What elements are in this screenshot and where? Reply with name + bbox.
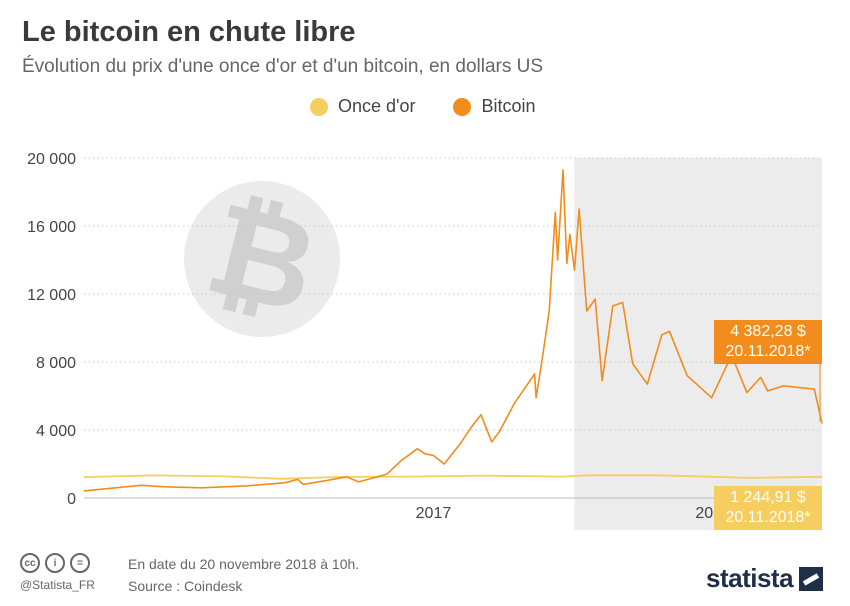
- bitcoin-last-value-callout: 4 382,28 $ 20.11.2018*: [714, 320, 822, 364]
- y-tick-label: 8 000: [36, 355, 76, 372]
- statista-logo-icon: [799, 566, 824, 591]
- creative-commons-icon[interactable]: cc: [20, 553, 40, 573]
- legend-swatch-gold: [310, 97, 328, 116]
- chart-title: Le bitcoin en chute libre: [22, 16, 356, 48]
- legend-swatch-bitcoin: [453, 97, 472, 116]
- footer-note: En date du 20 novembre 2018 à 10h.: [128, 556, 360, 572]
- y-tick-label: 20 000: [27, 151, 76, 168]
- license-icons: cc i =: [20, 553, 90, 573]
- y-tick-label: 0: [67, 491, 76, 508]
- series-line-gold: [83, 474, 823, 480]
- legend-label-gold: Once d'or: [338, 96, 416, 116]
- twitter-handle[interactable]: @Statista_FR: [20, 578, 95, 592]
- bitcoin-last-date: 20.11.2018*: [725, 343, 811, 360]
- legend-item-gold: Once d'or: [310, 96, 415, 117]
- legend-label-bitcoin: Bitcoin: [481, 96, 536, 116]
- bitcoin-emblem-icon: [184, 181, 340, 337]
- y-tick-label: 16 000: [27, 219, 76, 236]
- y-tick-label: 4 000: [36, 423, 76, 440]
- no-derivatives-icon[interactable]: =: [70, 553, 90, 573]
- footer-source[interactable]: Source : Coindesk: [128, 578, 243, 594]
- legend-item-bitcoin: Bitcoin: [453, 96, 536, 117]
- attribution-icon[interactable]: i: [45, 553, 65, 573]
- series-line-bitcoin: [83, 169, 823, 492]
- statista-brand[interactable]: statista: [706, 563, 824, 594]
- gold-last-value-callout: 1 244,91 $ 20.11.2018*: [714, 486, 822, 530]
- gold-last-value: 1 244,91 $: [730, 489, 806, 506]
- chart-subtitle: Évolution du prix d'une once d'or et d'u…: [22, 56, 544, 77]
- gold-last-date: 20.11.2018*: [725, 509, 811, 526]
- x-tick-label-2017: 2017: [416, 505, 452, 522]
- bitcoin-last-value: 4 382,28 $: [730, 323, 806, 340]
- statista-wordmark: statista: [706, 563, 794, 593]
- legend: Once d'or Bitcoin: [310, 96, 536, 117]
- y-tick-label: 12 000: [27, 287, 76, 304]
